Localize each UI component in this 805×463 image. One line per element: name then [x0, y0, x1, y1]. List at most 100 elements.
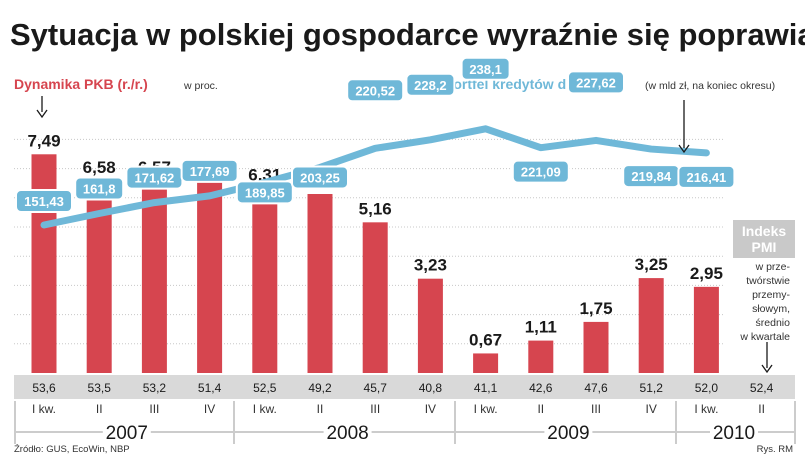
pmi-note-line: słowym, [752, 303, 790, 315]
gdp-bars [31, 154, 719, 373]
credit-label-box [511, 159, 570, 184]
credit-label: 238,1 [460, 56, 511, 81]
credit-label: 221,09 [511, 159, 570, 184]
credit-label-box [235, 180, 294, 205]
gdp-bar-label: 1,11 [525, 318, 557, 337]
gdp-bar [528, 340, 554, 373]
credit-label: 227,62 [567, 70, 625, 95]
credit-label: 220,52 [346, 78, 405, 103]
legend-gdp-unit: w proc. [183, 80, 218, 92]
credit-label-text: 189,85 [245, 185, 285, 200]
credit-label-box [74, 176, 125, 201]
pmi-value: 51,4 [198, 381, 222, 395]
pmi-value: 49,2 [308, 381, 332, 395]
year-label: 2008 [326, 423, 368, 444]
quarter-label: II [758, 402, 765, 416]
pmi-title-line: PMI [752, 239, 777, 255]
pmi-note-line: twórstwie [746, 275, 790, 287]
gdp-bar [252, 188, 278, 373]
credit-label-box [291, 165, 349, 190]
credit-label-text: 221,09 [521, 165, 561, 180]
gdp-bar [638, 278, 664, 373]
pmi-value: 45,7 [364, 381, 388, 395]
gdp-bar-label: 6,58 [83, 158, 116, 177]
credit-label-text: 177,69 [190, 164, 230, 179]
credit-label-text: 216,41 [687, 170, 727, 185]
arrows [36, 96, 773, 374]
quarter-label: II [317, 402, 324, 416]
pmi-value: 51,2 [640, 381, 664, 395]
quarter-label: IV [204, 402, 215, 416]
credit-label-box [677, 164, 736, 189]
gdp-bar [583, 321, 609, 373]
credit-label-box [405, 72, 456, 97]
credit-labels: 151,43 161,8 171,62 177,69 189,85 203,25 220,5… [15, 56, 736, 213]
credit-label-box [180, 158, 239, 183]
credit-label-box [460, 56, 511, 81]
quarter-label: I kw. [32, 402, 56, 416]
legend-credit-unit: (w mld zł, na koniec okresu) [645, 80, 775, 92]
pmi-title-line: Indeks [742, 223, 787, 239]
gdp-bar [31, 154, 57, 373]
quarter-label: IV [646, 402, 657, 416]
quarter-label: I kw. [474, 402, 498, 416]
arrow-credit-head [678, 144, 690, 154]
credit-label: 216,41 [677, 164, 736, 189]
pmi-value: 53,2 [143, 381, 167, 395]
credit-label: 203,25 [291, 165, 349, 190]
pmi-note-line: w kwartale [739, 331, 790, 343]
pmi-value: 41,1 [474, 381, 498, 395]
credit-label-text: 238,1 [469, 62, 502, 77]
gdp-bar [417, 278, 443, 373]
credit-note: Rys. RM [757, 444, 794, 455]
credit-label: 151,43 [15, 189, 73, 213]
year-label: 2009 [547, 423, 589, 444]
gdp-bar-label: 5,16 [359, 199, 392, 218]
pmi-value: 52,4 [750, 381, 774, 395]
credit-label-text: 220,52 [355, 83, 395, 98]
credit-label-box [567, 70, 625, 95]
credit-label-text: 228,2 [414, 78, 447, 93]
credit-label-text: 219,84 [631, 169, 672, 184]
quarter-row: I kw. II III IV I kw. II III IV I kw. II III IV I kw… [14, 401, 796, 444]
credit-label-box [346, 78, 405, 103]
legend-gdp: Dynamika PKB (r./r.) w proc. [14, 76, 218, 92]
pmi-value: 53,6 [32, 381, 56, 395]
credit-label: 219,84 [622, 164, 681, 189]
pmi-value: 47,6 [584, 381, 608, 395]
credit-series-line [40, 125, 710, 229]
gdp-bar-label: 3,23 [414, 256, 447, 275]
quarter-label: III [149, 402, 159, 416]
quarter-label: I kw. [694, 402, 718, 416]
quarter-label: IV [425, 402, 436, 416]
pmi-value: 52,0 [695, 381, 719, 395]
year-label: 2007 [106, 423, 148, 444]
gdp-bar-label: 3,25 [635, 255, 668, 274]
credit-line [40, 125, 710, 229]
credit-label-box [15, 189, 73, 213]
quarter-label: I kw. [253, 402, 277, 416]
credit-label-text: 151,43 [24, 194, 64, 209]
quarter-label: III [370, 402, 380, 416]
quarter-label: II [537, 402, 544, 416]
credit-label: 177,69 [180, 158, 239, 183]
credit-label: 228,2 [405, 72, 456, 97]
gdp-bar-label: 1,75 [579, 299, 612, 318]
year-row: 2007 2008 2009 2010 [16, 423, 794, 444]
gdp-bar-label: 7,49 [27, 131, 60, 150]
quarter-label: II [96, 402, 103, 416]
pmi-value: 40,8 [419, 381, 443, 395]
pmi-note-line: średnio [756, 317, 791, 329]
credit-label: 171,62 [125, 165, 184, 190]
gdp-bar [307, 194, 333, 373]
credit-label: 189,85 [235, 180, 294, 205]
arrow-gdp-head [36, 109, 48, 119]
pmi-value: 53,5 [88, 381, 112, 395]
quarter-label: III [591, 402, 601, 416]
gdp-bar [141, 181, 167, 373]
gdp-bar-label: 0,67 [469, 330, 502, 349]
credit-label: 161,8 [74, 176, 125, 201]
gdp-bar [197, 181, 223, 373]
